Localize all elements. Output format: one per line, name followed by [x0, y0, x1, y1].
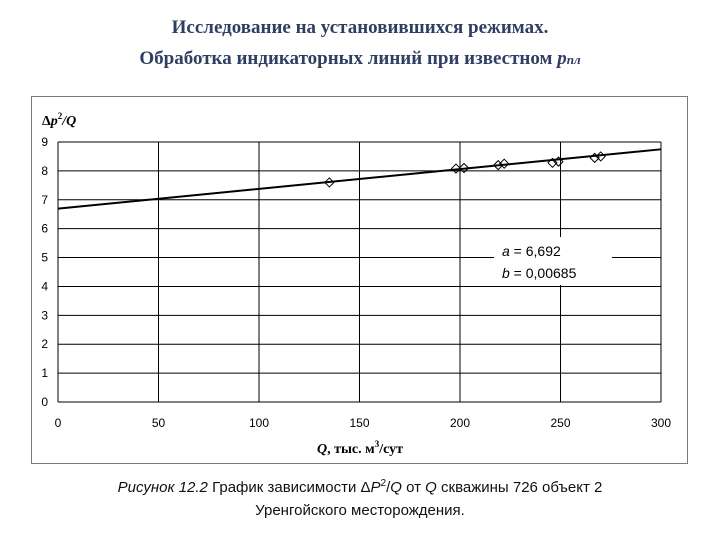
y-tick-label: 4 — [41, 279, 48, 293]
caption-text2: от — [401, 479, 426, 496]
x-tick-label: 50 — [152, 416, 166, 430]
caption-q1: Q — [390, 479, 402, 496]
data-point — [595, 151, 606, 162]
data-point — [499, 158, 510, 169]
caption-q2: Q — [425, 479, 437, 496]
caption-p-exp: 2 — [380, 478, 387, 489]
x-tick-label: 0 — [55, 416, 62, 430]
x-axis-label: Q, тыс. м3/сут — [317, 439, 403, 457]
caption-slash: / — [386, 479, 391, 496]
tick-labels-layer: 0 1 2 3 4 5 6 7 8 9 0 50 100 150 200 250 300 — [41, 135, 671, 430]
y-axis-label: Δp2/Q — [42, 111, 76, 129]
caption-text1: График зависимости Δ — [207, 479, 371, 496]
annotation-box — [494, 237, 612, 285]
data-point — [324, 177, 335, 188]
slide-title-line1: Исследование на установившихся режимах. — [171, 17, 549, 38]
y-tick-label: 6 — [41, 222, 48, 236]
annotation-b: b = 0,00685 — [502, 265, 577, 281]
y-tick-label: 5 — [41, 251, 48, 265]
annotation-a: a = 6,692 — [502, 243, 561, 259]
title-text: Обработка индикаторных линий при известн… — [139, 48, 558, 69]
y-tick-label: 8 — [41, 164, 48, 178]
data-point — [547, 157, 558, 169]
x-tick-label: 150 — [349, 416, 369, 430]
data-point — [492, 159, 504, 171]
y-tick-label: 0 — [41, 395, 48, 409]
x-tick-label: 300 — [651, 416, 671, 430]
grid-layer — [57, 141, 662, 403]
y-tick-label: 3 — [41, 308, 48, 322]
y-tick-label: 7 — [41, 193, 48, 207]
data-point — [589, 152, 600, 164]
title-p-symbol: pпл — [557, 48, 581, 69]
chart-svg: 0 1 2 3 4 5 6 7 8 9 0 50 100 150 200 250 300 Δp2/Q Q, ты… — [41, 111, 671, 457]
caption-text3: скважины 726 объект 2 — [436, 479, 603, 496]
data-point — [553, 156, 564, 167]
data-point — [450, 163, 462, 174]
figure-label: Рисунок 12.2 — [117, 479, 208, 496]
data-point — [458, 162, 470, 174]
caption-p: P — [370, 479, 381, 496]
x-tick-label: 250 — [550, 416, 570, 430]
figure-caption-line2: Уренгойского месторождения. — [255, 502, 465, 519]
y-tick-label: 2 — [41, 337, 48, 351]
x-tick-label: 200 — [450, 416, 470, 430]
x-tick-label: 100 — [249, 416, 269, 430]
slide-title-line2: Обработка индикаторных линий при известн… — [0, 48, 720, 70]
y-tick-label: 9 — [41, 135, 48, 149]
points-layer — [324, 151, 606, 188]
y-tick-label: 1 — [41, 366, 48, 380]
figure-caption-line1: Рисунок 12.2 График зависимости ΔP2/Q от… — [0, 478, 720, 496]
chart-area: 0 1 2 3 4 5 6 7 8 9 0 50 100 150 200 250 300 Δp2/Q Q, ты… — [31, 96, 688, 464]
title-p-subscript: пл — [566, 52, 581, 67]
